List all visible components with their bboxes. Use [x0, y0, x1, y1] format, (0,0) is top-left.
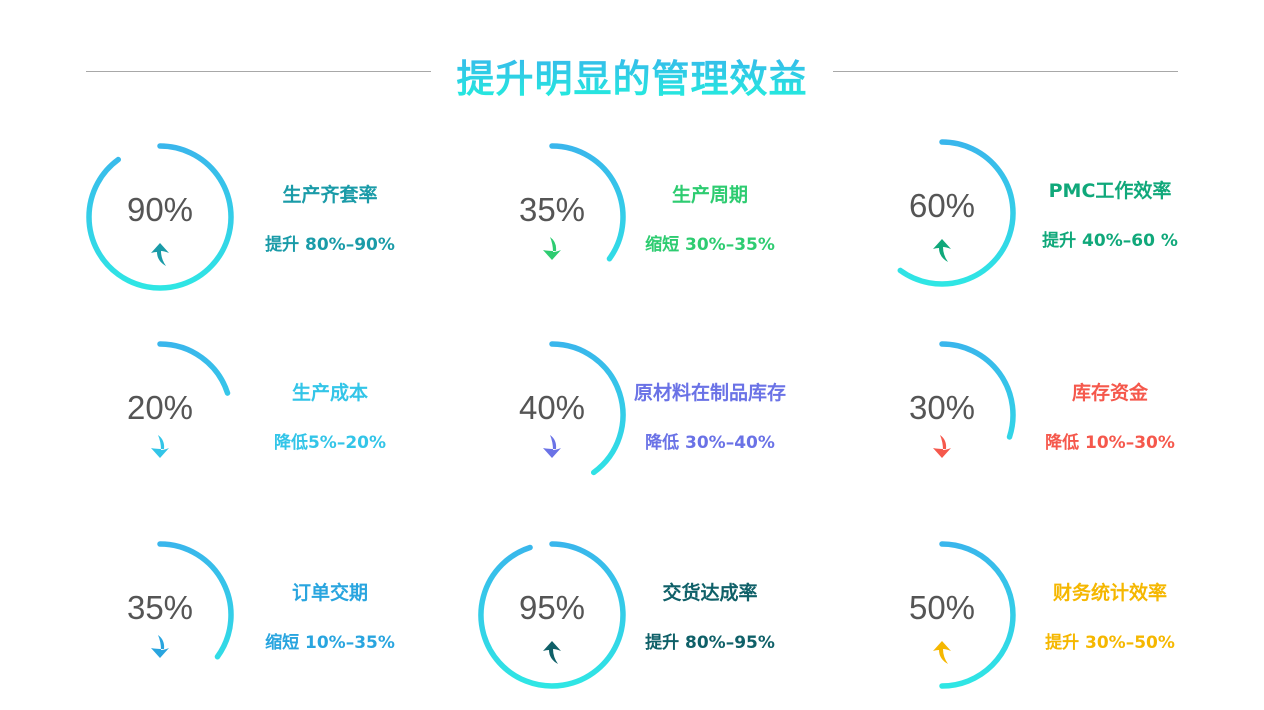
metric-range: 缩短 30%–35%: [645, 235, 775, 255]
metric-name: 库存资金: [1071, 382, 1148, 404]
percent-value: 35%: [518, 191, 586, 228]
metric-name: 原材料在制品库存: [633, 382, 786, 404]
metric-label: 生产齐套率 提升 80%–90%: [200, 180, 460, 255]
arrow-down-icon: [543, 237, 561, 260]
progress-arc: [549, 143, 626, 262]
metric-label: 库存资金 降低 10%–30%: [980, 378, 1240, 453]
metric-name: 生产周期: [671, 184, 748, 206]
percent-value: 95%: [518, 589, 586, 626]
arrow-up-icon: [933, 641, 951, 664]
metric-range: 提升 30%–50%: [1045, 633, 1175, 653]
percent-value: 50%: [908, 589, 976, 626]
progress-arc: [478, 541, 626, 689]
metric-name: 交货达成率: [662, 582, 758, 604]
arrow-up-icon: [543, 641, 561, 664]
page-title: 提升明显的管理效益: [432, 48, 832, 103]
progress-ring: 20%: [80, 335, 240, 495]
metric-name: PMC工作效率: [1048, 180, 1172, 202]
metric-name: 生产成本: [291, 382, 368, 404]
metric-range: 提升 80%–90%: [265, 235, 395, 255]
progress-ring: 30%: [862, 335, 1022, 495]
percent-value: 40%: [518, 389, 586, 426]
metric-range: 降低5%–20%: [273, 433, 387, 453]
metric-label: PMC工作效率 提升 40%–60 %: [980, 176, 1240, 251]
metric-range: 提升 80%–95%: [645, 633, 775, 653]
progress-arc: [86, 143, 234, 291]
percent-value: 60%: [908, 187, 976, 224]
percent-value: 35%: [126, 589, 194, 626]
metric-label: 原材料在制品库存 降低 30%–40%: [580, 378, 840, 453]
arrow-up-icon: [933, 239, 951, 262]
progress-ring: 35%: [80, 535, 240, 695]
metric-name: 生产齐套率: [282, 184, 378, 206]
percent-value: 20%: [126, 389, 194, 426]
progress-arc: [157, 541, 234, 660]
progress-ring: 90%: [80, 137, 240, 297]
metric-label: 财务统计效率 提升 30%–50%: [980, 578, 1240, 653]
title-divider-left: [86, 71, 431, 72]
metric-range: 降低 10%–30%: [1045, 433, 1175, 453]
progress-ring: 50%: [862, 535, 1022, 695]
metric-range: 提升 40%–60 %: [1042, 231, 1178, 251]
percent-value: 90%: [126, 191, 194, 228]
progress-arc: [897, 139, 1016, 287]
progress-ring: 95%: [472, 535, 632, 695]
arrow-down-icon: [151, 435, 169, 458]
metric-label: 订单交期 缩短 10%–35%: [200, 578, 460, 653]
progress-ring: 35%: [472, 137, 632, 297]
metric-label: 生产成本 降低5%–20%: [200, 378, 460, 453]
progress-arc: [157, 341, 231, 396]
metric-name: 订单交期: [291, 582, 368, 604]
progress-arc: [549, 341, 626, 476]
metric-range: 降低 30%–40%: [645, 433, 775, 453]
percent-value: 30%: [908, 389, 976, 426]
progress-ring: 40%: [472, 335, 632, 495]
arrow-down-icon: [933, 435, 951, 458]
metric-name: 财务统计效率: [1052, 582, 1167, 604]
progress-arc: [939, 341, 1016, 440]
title-divider-right: [833, 71, 1178, 72]
progress-ring: 60%: [862, 133, 1022, 293]
metric-label: 交货达成率 提升 80%–95%: [580, 578, 840, 653]
arrow-down-icon: [543, 435, 561, 458]
arrow-down-icon: [151, 635, 169, 658]
metric-label: 生产周期 缩短 30%–35%: [580, 180, 840, 255]
metric-range: 缩短 10%–35%: [265, 633, 395, 653]
arrow-up-icon: [151, 243, 169, 266]
progress-arc: [939, 541, 1016, 689]
